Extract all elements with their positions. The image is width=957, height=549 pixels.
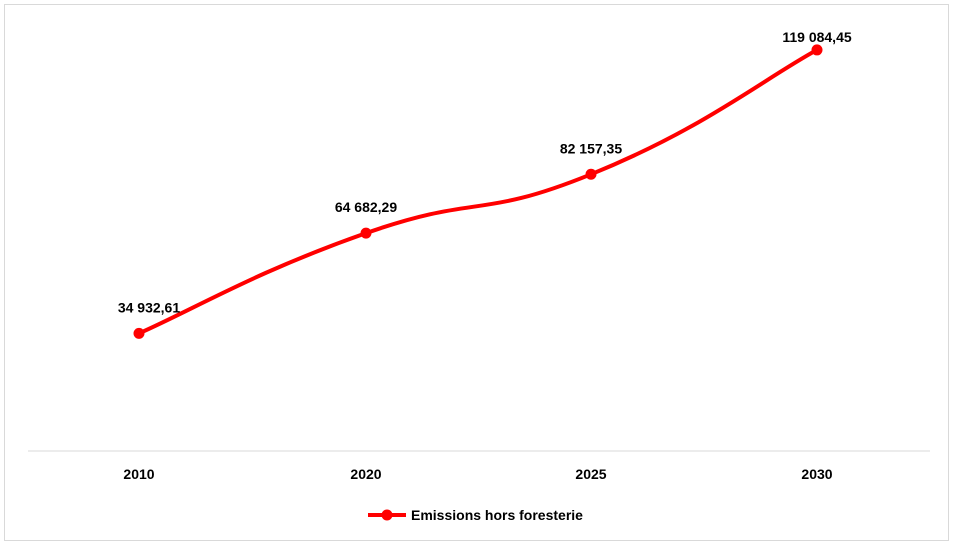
data-point [360,227,372,239]
x-tick-layer: 2010 2020 2025 2030 [123,466,832,482]
data-point [585,168,597,180]
legend-label: Emissions hors foresterie [411,507,583,523]
legend-point-marker [381,509,393,521]
data-point [811,44,823,56]
series-line [137,47,819,336]
series-layer [133,44,823,339]
x-tick-label: 2010 [123,466,154,482]
data-label: 119 084,45 [782,29,852,45]
data-label: 34 932,61 [118,299,180,315]
data-label: 82 157,35 [560,140,622,156]
data-point [133,327,145,339]
x-tick-label: 2030 [801,466,832,482]
data-label: 64 682,29 [335,199,397,215]
legend: Emissions hors foresterie [368,507,583,523]
x-tick-label: 2020 [350,466,381,482]
data-label-layer: 34 932,61 64 682,29 82 157,35 119 084,45 [118,29,852,315]
x-tick-label: 2025 [575,466,606,482]
